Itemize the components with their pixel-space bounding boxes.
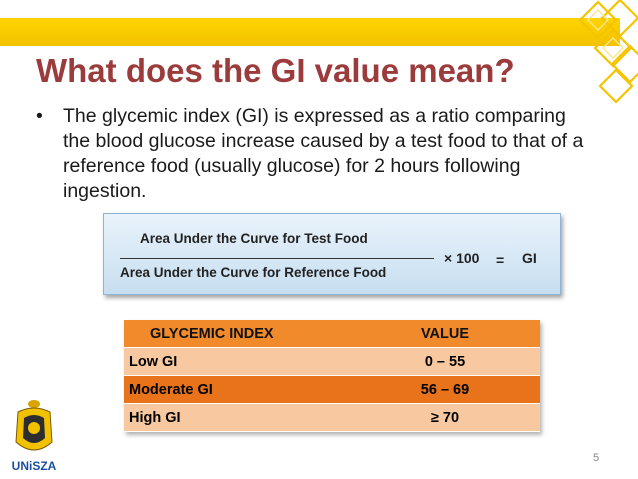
top-band xyxy=(0,0,638,46)
diamond-pattern-icon xyxy=(578,0,638,104)
university-crest-icon: UNiSZA xyxy=(12,400,57,473)
table-header-row: GLYCEMIC INDEX VALUE xyxy=(124,320,540,348)
bullet-text: The glycemic index (GI) is expressed as … xyxy=(63,105,584,202)
table-header-cell: VALUE xyxy=(350,320,540,348)
gold-header-bar xyxy=(0,18,620,46)
formula-multiplier: × 100 xyxy=(444,250,480,266)
table-cell: Moderate GI xyxy=(124,375,350,404)
bullet-point: • The glycemic index (GI) is expressed a… xyxy=(36,104,596,204)
formula-denominator: Area Under the Curve for Reference Food xyxy=(120,265,387,280)
table-cell: Low GI xyxy=(124,347,350,376)
table-cell: 0 – 55 xyxy=(350,347,540,376)
gi-formula-box: Area Under the Curve for Test Food Area … xyxy=(103,213,561,295)
table-row: High GI ≥ 70 xyxy=(124,403,540,432)
formula-result: GI xyxy=(522,250,537,266)
formula-equals: = xyxy=(496,252,505,268)
table-cell: High GI xyxy=(124,403,350,432)
page-number: 5 xyxy=(593,452,600,464)
slide-title: What does the GI value mean? xyxy=(36,52,515,89)
logo-text: UNiSZA xyxy=(12,459,57,473)
table-cell: ≥ 70 xyxy=(350,403,540,432)
gi-value-table: GLYCEMIC INDEX VALUE Low GI 0 – 55 Moder… xyxy=(124,320,540,432)
fraction-line xyxy=(120,258,434,259)
table-header-cell: GLYCEMIC INDEX xyxy=(124,320,350,348)
table-row: Moderate GI 56 – 69 xyxy=(124,375,540,404)
formula-numerator: Area Under the Curve for Test Food xyxy=(140,231,368,246)
table-cell: 56 – 69 xyxy=(350,375,540,404)
bullet-symbol: • xyxy=(36,105,43,127)
table-row: Low GI 0 – 55 xyxy=(124,347,540,376)
